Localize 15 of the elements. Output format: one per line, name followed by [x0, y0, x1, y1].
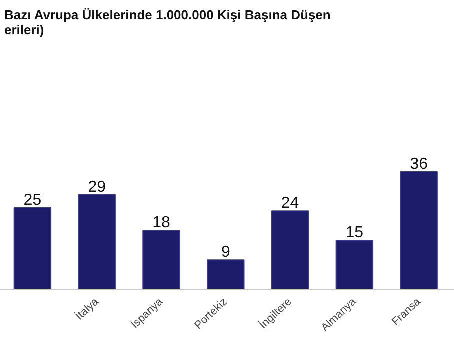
- bar: [14, 207, 52, 290]
- data-label: 24: [281, 195, 300, 212]
- data-label: 29: [88, 178, 106, 196]
- bar: [400, 171, 438, 290]
- bar: [142, 230, 180, 290]
- bar: [336, 240, 374, 290]
- data-label: 9: [221, 244, 230, 262]
- bar: [271, 210, 310, 290]
- data-label: 15: [346, 224, 364, 242]
- chart-title: Bazı Avrupa Ülkelerinde 1.000.000 Kişi Başına Düşen erileri): [4, 8, 331, 38]
- bar: [78, 194, 116, 290]
- data-label: 18: [152, 214, 170, 232]
- bar: [207, 260, 245, 290]
- data-label: 36: [410, 156, 428, 173]
- data-label: 25: [24, 192, 42, 209]
